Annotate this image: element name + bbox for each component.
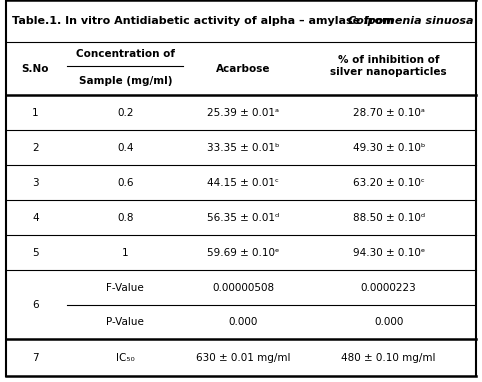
Text: 6: 6 [32,299,39,309]
Text: Sample (mg/ml): Sample (mg/ml) [79,76,172,86]
Text: 63.20 ± 0.10ᶜ: 63.20 ± 0.10ᶜ [353,178,425,188]
Text: 0.0000223: 0.0000223 [361,283,416,293]
Text: 0.00000508: 0.00000508 [213,283,274,293]
Text: 2: 2 [32,143,39,153]
Text: Concentration of: Concentration of [76,49,175,59]
Text: 25.39 ± 0.01ᵃ: 25.39 ± 0.01ᵃ [207,108,280,118]
Text: 88.50 ± 0.10ᵈ: 88.50 ± 0.10ᵈ [353,213,425,223]
Text: 4: 4 [32,213,39,223]
Text: 44.15 ± 0.01ᶜ: 44.15 ± 0.01ᶜ [207,178,280,188]
Text: 480 ± 0.10 mg/ml: 480 ± 0.10 mg/ml [341,353,436,363]
Text: 630 ± 0.01 mg/ml: 630 ± 0.01 mg/ml [196,353,291,363]
Text: 0.2: 0.2 [117,108,134,118]
Text: 0.000: 0.000 [229,317,258,327]
Text: 5: 5 [32,248,39,258]
Text: 49.30 ± 0.10ᵇ: 49.30 ± 0.10ᵇ [352,143,425,153]
Text: 59.69 ± 0.10ᵉ: 59.69 ± 0.10ᵉ [207,248,280,258]
Text: 94.30 ± 0.10ᵉ: 94.30 ± 0.10ᵉ [353,248,425,258]
Text: Colpomenia sinuosa: Colpomenia sinuosa [348,16,473,26]
Text: 33.35 ± 0.01ᵇ: 33.35 ± 0.01ᵇ [207,143,280,153]
Text: 3: 3 [32,178,39,188]
Text: Acarbose: Acarbose [216,64,271,74]
Text: 0.000: 0.000 [374,317,403,327]
Text: % of inhibition of
silver nanoparticles: % of inhibition of silver nanoparticles [331,55,447,77]
Text: F-Value: F-Value [107,283,144,293]
Text: 1: 1 [32,108,39,118]
Text: 0.6: 0.6 [117,178,134,188]
Text: Table.1. In vitro Antidiabetic activity of alpha – amylase from: Table.1. In vitro Antidiabetic activity … [12,16,397,26]
Text: P-Value: P-Value [107,317,144,327]
Text: 28.70 ± 0.10ᵃ: 28.70 ± 0.10ᵃ [353,108,425,118]
Text: 0.4: 0.4 [117,143,134,153]
Text: 56.35 ± 0.01ᵈ: 56.35 ± 0.01ᵈ [207,213,280,223]
Text: IC₅₀: IC₅₀ [116,353,134,363]
Text: S.No: S.No [22,64,49,74]
Text: 0.8: 0.8 [117,213,134,223]
Text: 1: 1 [122,248,129,258]
Text: 7: 7 [32,353,39,363]
